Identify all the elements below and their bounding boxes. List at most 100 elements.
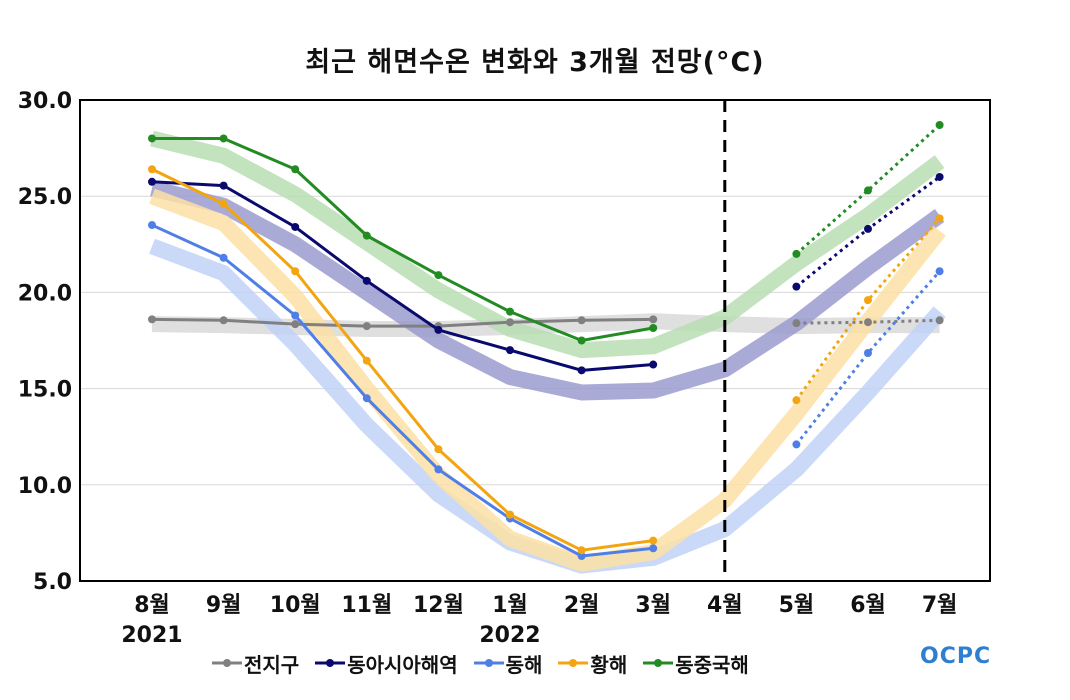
observed-point [362, 322, 371, 331]
observed-point [434, 445, 443, 454]
legend-label: 동아시아해역 [347, 652, 458, 677]
observed-point [219, 134, 228, 143]
y-tick-label: 30.0 [18, 89, 72, 114]
observed-point [577, 366, 586, 375]
year-label: 2022 [479, 623, 540, 648]
observed-point [577, 546, 586, 555]
observed-point [434, 271, 443, 280]
plot-frame [79, 99, 991, 582]
y-tick-label: 5.0 [33, 570, 72, 595]
observed-line [151, 223, 654, 558]
legend-item-east-sea: 동해 [472, 649, 543, 678]
observed-point [291, 311, 300, 320]
normal-band-layer [149, 130, 946, 574]
x-tick-label: 12월 [413, 593, 464, 618]
forecast-point [864, 224, 872, 233]
x-tick-label: 2월 [564, 593, 600, 618]
observed-point [649, 544, 658, 553]
y-tick-label: 15.0 [18, 378, 72, 403]
forecast-point [935, 121, 944, 130]
observed-point [291, 165, 300, 174]
observed-point [434, 465, 443, 474]
legend-marker [473, 659, 504, 667]
observed-point [577, 336, 586, 345]
observed-point [148, 221, 156, 230]
x-tick-label: 8월 [134, 593, 170, 618]
observed-point [506, 346, 514, 355]
observed-line [151, 167, 654, 552]
observed-point [434, 325, 443, 334]
forecast-point [792, 440, 801, 449]
chart-title: 최근 해면수온 변화와 3개월 전망(°C) [305, 47, 765, 78]
x-tick-label: 5월 [779, 593, 815, 618]
observed-line [151, 180, 654, 372]
normal-band [150, 130, 945, 359]
x-tick-label: 1월 [492, 593, 528, 618]
observed-point [362, 394, 371, 403]
observed-point [291, 267, 300, 276]
observed-point [362, 231, 371, 240]
observed-point [148, 315, 156, 324]
observed-point [577, 316, 586, 325]
x-tick-label: 6월 [850, 593, 886, 618]
series-line-layer [148, 121, 944, 560]
normal-band [150, 180, 945, 401]
forecast-point [792, 319, 801, 328]
normal-band [149, 188, 946, 572]
legend-label: 전지구 [244, 652, 300, 677]
observed-point [506, 318, 514, 327]
x-tick-label: 11월 [341, 593, 392, 618]
observed-point [219, 181, 228, 190]
x-tick-label: 4월 [707, 593, 743, 618]
legend-marker [212, 659, 242, 667]
observed-point [506, 510, 514, 519]
legend-label: 동해 [505, 652, 543, 677]
x-tick-label: 7월 [922, 593, 958, 618]
forecast-point [792, 396, 801, 405]
forecast-point [864, 349, 872, 358]
observed-point [649, 360, 658, 369]
legend-label: 황해 [590, 652, 628, 677]
legend-item-global: 전지구 [210, 649, 299, 678]
forecast-point [864, 318, 872, 327]
forecast-point [935, 316, 944, 325]
observed-point [362, 276, 371, 285]
observed-point [649, 315, 658, 324]
observed-point [577, 551, 586, 560]
forecast-point [792, 282, 801, 291]
observed-point [291, 222, 300, 231]
legend-item-east-asian-seas: 동아시아해역 [313, 649, 458, 678]
observed-point [148, 177, 156, 186]
y-tick-label: 20.0 [18, 281, 72, 306]
observed-point [148, 134, 156, 143]
axis-label-layer: 5.0 10.0 15.0 20.0 25.0 30.0 8월 9월 10월 11월 12월 1월 2월… [18, 89, 958, 648]
year-label: 2021 [121, 623, 182, 648]
observed-point [362, 356, 371, 365]
ocpc-logo: OCPC [920, 644, 992, 669]
observed-line [151, 317, 654, 328]
legend-marker [558, 659, 589, 667]
x-tick-label: 9월 [206, 593, 242, 618]
x-tick-label: 3월 [635, 593, 671, 618]
y-tick-label: 10.0 [18, 474, 72, 499]
observed-point [291, 320, 300, 329]
legend-item-yellow-sea: 황해 [556, 649, 627, 678]
observed-point [506, 307, 514, 316]
forecast-point [792, 249, 801, 258]
observed-point [148, 165, 156, 174]
observed-point [649, 323, 658, 332]
legend: 전지구 동아시아해역 동해 황해 동중국해 [210, 648, 763, 678]
forecast-point [935, 267, 944, 276]
forecast-point [935, 172, 944, 181]
forecast-point [864, 186, 872, 195]
legend-marker [315, 659, 346, 667]
observed-point [219, 253, 228, 262]
y-tick-label: 25.0 [18, 185, 72, 210]
legend-item-east-china-sea: 동중국해 [641, 649, 749, 678]
observed-point [219, 199, 228, 208]
legend-marker [643, 659, 674, 667]
observed-point [649, 536, 658, 545]
x-tick-label: 10월 [270, 593, 321, 618]
forecast-point [864, 296, 872, 305]
